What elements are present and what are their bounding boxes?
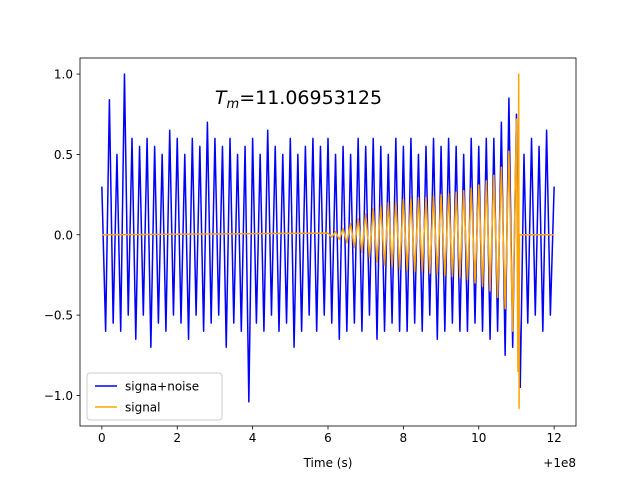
x-tick-label: 2 <box>173 431 181 445</box>
x-tick-label: 0 <box>98 431 106 445</box>
y-tick-label: 0.0 <box>54 228 73 242</box>
legend-box <box>86 372 223 421</box>
x-offset-text: +1e8 <box>543 456 576 470</box>
annotation-subscript: m <box>227 97 240 112</box>
legend-label: signal <box>125 401 161 415</box>
series-line <box>101 73 555 410</box>
x-tick-label: 8 <box>400 431 408 445</box>
y-tick-label: −1.0 <box>44 389 73 403</box>
plot-area <box>101 73 555 410</box>
y-tick-label: 0.5 <box>54 148 73 162</box>
y-tick-label: −0.5 <box>44 309 73 323</box>
legend-label: signa+noise <box>125 380 199 394</box>
x-tick-label: 6 <box>324 431 332 445</box>
x-tick-label: 4 <box>249 431 257 445</box>
y-tick-label: 1.0 <box>54 68 73 82</box>
annotation-base: T <box>215 87 228 109</box>
annotation-text: =11.06953125 <box>239 87 382 109</box>
series-line <box>101 73 555 403</box>
legend: signa+noise signal <box>86 372 223 421</box>
annotation: Tm=11.06953125 <box>215 87 382 112</box>
x-tick-label: 12 <box>546 431 561 445</box>
x-axis-label: Time (s) <box>303 456 353 470</box>
x-tick-label: 10 <box>471 431 486 445</box>
